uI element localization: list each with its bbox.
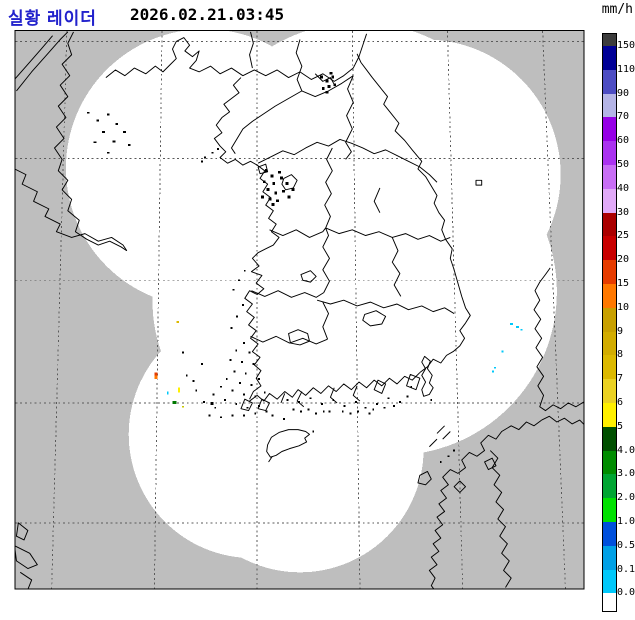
legend-segment xyxy=(603,569,616,594)
legend-segment xyxy=(603,498,616,522)
legend-segment xyxy=(603,69,616,94)
radar-echo xyxy=(154,375,158,380)
radar-coverage-area xyxy=(65,30,561,573)
legend-tick-label: 15 xyxy=(617,278,630,289)
legend-segment xyxy=(603,212,616,237)
legend-segment xyxy=(603,331,616,356)
timestamp: 2026.02.21.03:45 xyxy=(130,5,285,24)
legend-tick-label: 90 xyxy=(617,87,630,99)
legend-tick-label: 60 xyxy=(617,135,630,147)
legend-tick-label: 30 xyxy=(617,206,630,218)
legend-tick-label: 0.0 xyxy=(617,587,635,599)
legend-segment xyxy=(603,34,616,46)
legend-segment xyxy=(603,236,616,261)
radar-echo xyxy=(501,350,504,353)
radar-echoes xyxy=(154,321,523,408)
legend-tick-label: 9 xyxy=(617,325,624,337)
legend-segment xyxy=(603,521,616,546)
legend-tick-label: 50 xyxy=(617,159,630,170)
radar-echo xyxy=(154,372,158,376)
legend-tick-label: 40 xyxy=(617,182,630,194)
legend-segment xyxy=(603,474,616,499)
radar-echo xyxy=(181,405,184,408)
legend-tick-label: 0.1 xyxy=(617,563,635,575)
legend-segment xyxy=(603,545,616,570)
radar-echo xyxy=(510,323,514,325)
radar-echo xyxy=(520,328,523,331)
island-specks xyxy=(86,71,456,463)
legend-segment xyxy=(603,164,616,189)
legend-tick-label: 20 xyxy=(617,254,630,266)
radar-echo xyxy=(494,366,496,369)
legend-tick-label: 110 xyxy=(617,63,635,75)
legend-tick-label: 5 xyxy=(617,420,624,432)
radar-echo xyxy=(166,391,169,395)
radar-map xyxy=(14,30,585,590)
legend-segment xyxy=(603,93,616,118)
header: 실황 레이더 2026.02.21.03:45 mm/h xyxy=(0,0,635,30)
legend-unit-label: mm/h xyxy=(601,2,633,17)
legend-tick-label: 4.0 xyxy=(617,444,635,456)
radar-echo xyxy=(172,401,177,404)
legend-segment xyxy=(603,355,616,380)
radar-echo xyxy=(515,325,519,328)
legend-tick-label: 2.0 xyxy=(617,492,635,504)
legend-tick-label: 1.0 xyxy=(617,516,635,527)
legend-tick-label: 8 xyxy=(617,349,624,361)
legend-segment xyxy=(603,307,616,332)
legend-segment xyxy=(603,379,616,403)
legend-color-bar xyxy=(602,33,617,613)
legend-segment xyxy=(603,141,616,165)
legend-segment xyxy=(603,117,616,142)
legend-segment xyxy=(603,402,616,427)
radar-echo xyxy=(176,321,180,324)
legend-tick-label: 150 xyxy=(617,40,635,51)
legend-segment xyxy=(603,46,616,70)
legend-tick-label: 3.0 xyxy=(617,468,635,480)
radar-echo xyxy=(178,387,181,393)
legend-tick-label: 7 xyxy=(617,373,624,385)
legend-segment xyxy=(603,593,616,612)
legend-segment xyxy=(603,283,616,308)
legend-segment xyxy=(603,260,616,284)
radar-echo xyxy=(492,370,495,373)
legend-tick-label: 10 xyxy=(617,301,630,313)
legend-tick-label: 0.5 xyxy=(617,539,635,551)
legend-segment xyxy=(603,426,616,451)
coastlines xyxy=(14,31,585,590)
legend-segment xyxy=(603,450,616,475)
legend-tick-label: 6 xyxy=(617,397,624,408)
map-border xyxy=(14,30,585,590)
legend-tick-label: 70 xyxy=(617,111,630,123)
page-title: 실황 레이더 xyxy=(8,9,97,28)
legend-segment xyxy=(603,188,616,213)
legend-tick-label: 25 xyxy=(617,230,630,242)
